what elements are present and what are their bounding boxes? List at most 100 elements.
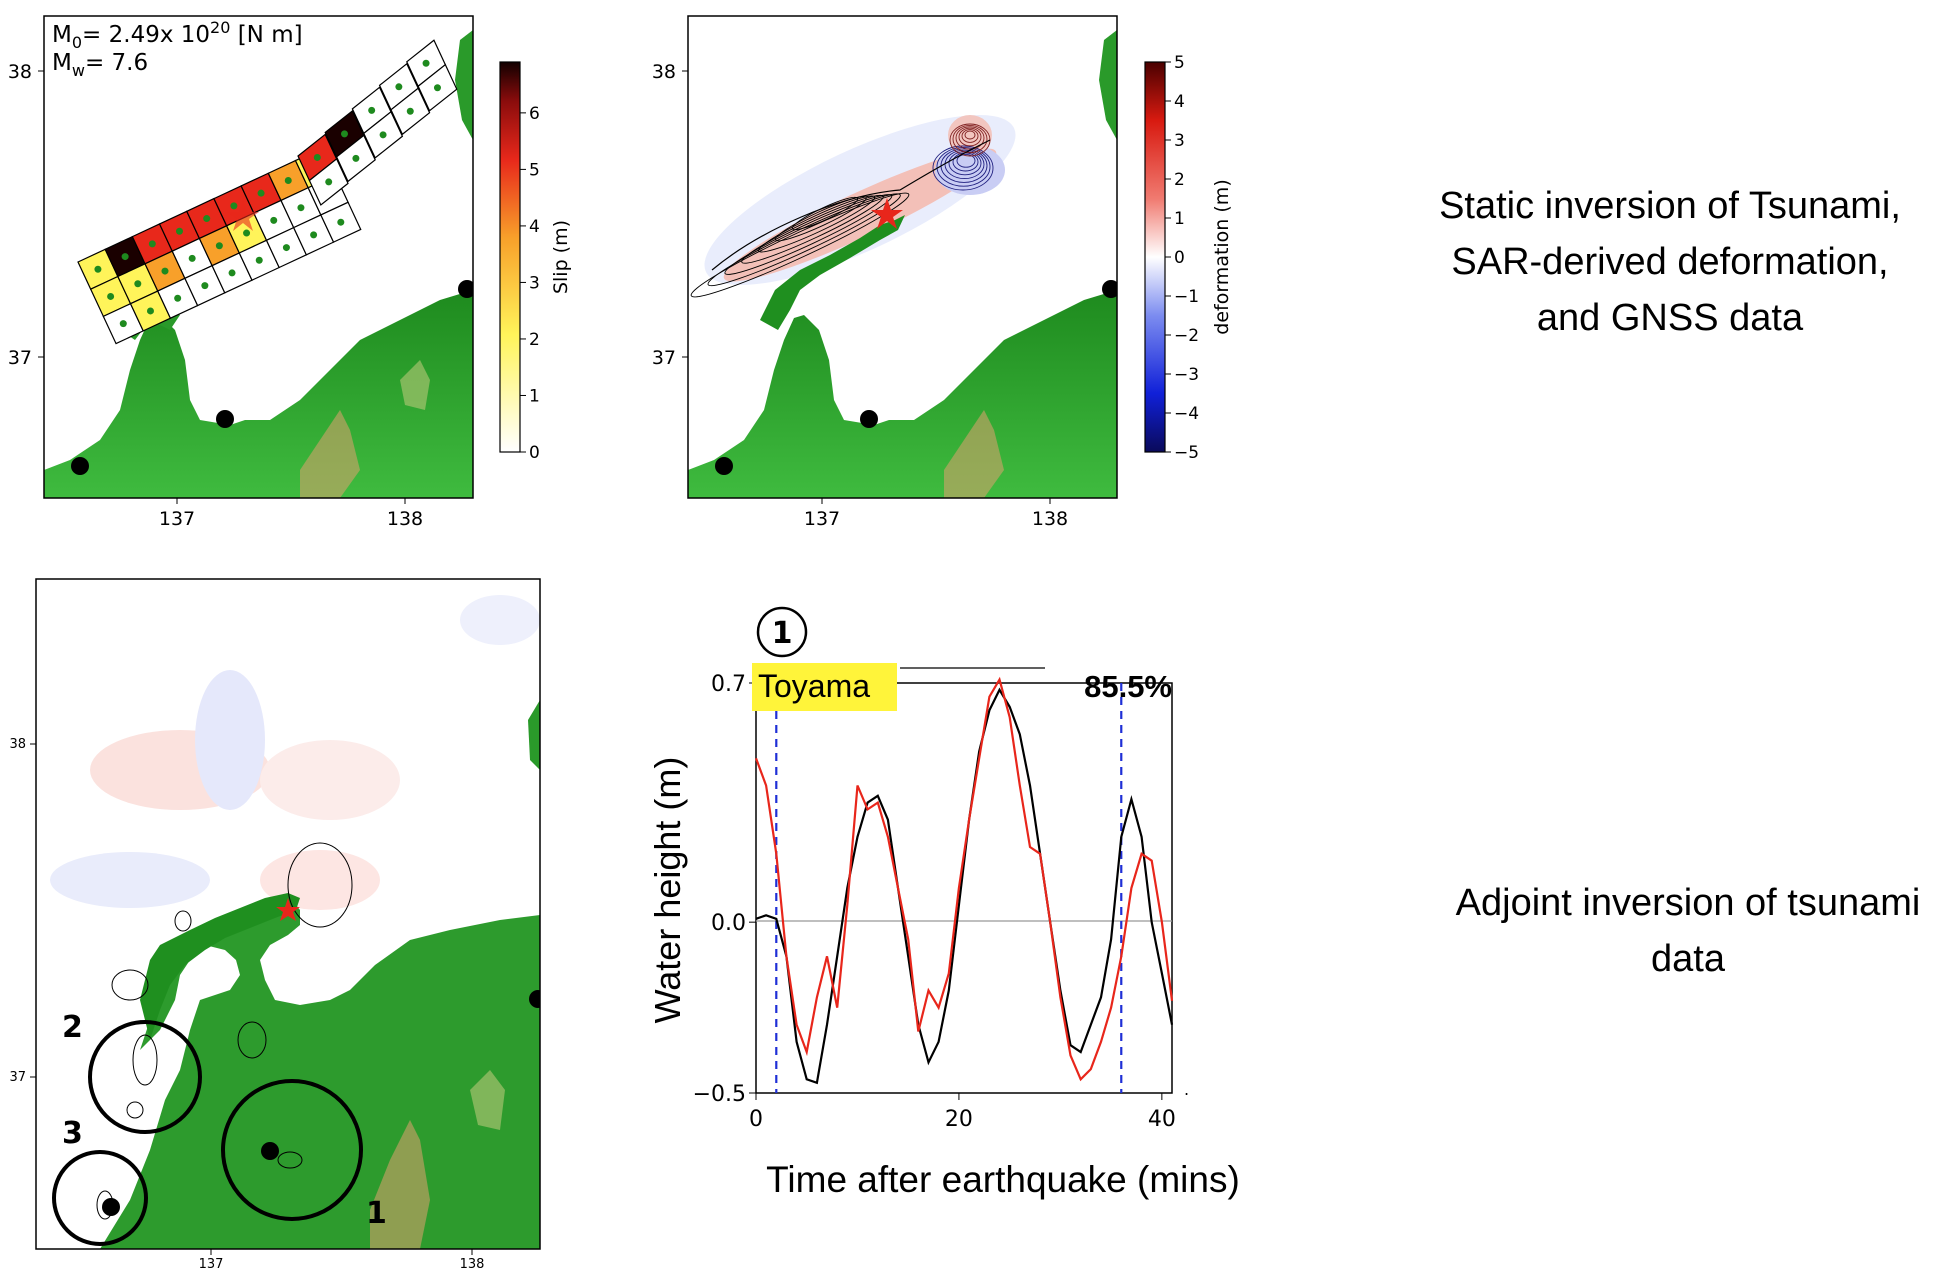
- x-tick-label: 0: [749, 1107, 763, 1132]
- station-circle-label: 2: [62, 1010, 83, 1045]
- patch-centroid: [228, 269, 236, 277]
- colorbar-tick-label: 2: [529, 330, 540, 350]
- patch-centroid: [284, 177, 292, 185]
- y-tick-label: −0.5: [693, 1082, 746, 1107]
- patch-centroid: [406, 107, 414, 115]
- slip-map-panel: M0= 2.49x 1020 [N m] Mw= 7.6 38 37 137 1…: [8, 15, 572, 530]
- patch-centroid: [337, 218, 345, 226]
- patch-centroid: [243, 229, 251, 237]
- static-inversion-caption: Static inversion of Tsunami, SAR-derived…: [1380, 178, 1960, 346]
- gnss-station-marker: [715, 457, 733, 475]
- caption-line: and GNSS data: [1536, 297, 1804, 339]
- contour-line: [724, 194, 893, 275]
- patch-centroid: [121, 253, 129, 261]
- y-tick-label: 0.0: [711, 911, 746, 936]
- station-highlight: [752, 663, 897, 711]
- colorbar-tick-label: −5: [1174, 443, 1199, 463]
- x-tick-label: 138: [387, 508, 423, 530]
- contour-line: [952, 124, 988, 154]
- patch-centroid: [297, 204, 305, 212]
- colorbar-tick-label: 5: [1174, 53, 1185, 73]
- gnss-station-marker: [216, 410, 234, 428]
- colorbar-tick-label: 1: [529, 386, 540, 406]
- patch-centroid: [230, 202, 238, 210]
- plot-frame: [755, 682, 1173, 1094]
- y-tick-label: 37: [652, 347, 676, 369]
- station-circle-label: 1: [366, 1196, 387, 1231]
- patch-centroid: [340, 130, 348, 138]
- colorbar-tick-label: 5: [529, 160, 540, 180]
- deformation-contours: [690, 123, 994, 298]
- colorbar-tick-label: 4: [1174, 92, 1185, 112]
- contour-line: [707, 193, 901, 287]
- gnss-station-marker: [529, 990, 540, 1008]
- patch-centroid: [379, 131, 387, 139]
- patch-centroid: [146, 307, 154, 315]
- epicenter-star: [227, 200, 259, 231]
- mountain-relief: [300, 410, 360, 498]
- slip-colorbar-ticks: 0 1 2 3 4 5 6: [520, 104, 540, 463]
- contour-line: [741, 194, 884, 264]
- chart-ticks: 0 20 40 0.7 0.0 −0.5: [693, 672, 1176, 1132]
- patch-centroid: [176, 227, 184, 235]
- patch-centroid: [107, 292, 115, 300]
- subsidence-region: [460, 595, 540, 645]
- x-axis-label: Time after earthquake (mins): [766, 1159, 1240, 1200]
- subsidence-region: [195, 670, 265, 810]
- colorbar-tick-label: 0: [529, 443, 540, 463]
- land-mass: [688, 290, 1117, 498]
- mountain-relief-2: [470, 1070, 505, 1130]
- black-series-line: [755, 687, 1174, 1085]
- deformation-map-panel: 38 37 137 138 5 4 3 2 1 0 −1 −2 −3 −4 −5 deformati…: [652, 15, 1233, 530]
- mountain-relief: [370, 1120, 430, 1249]
- gnss-station-marker: [261, 1142, 279, 1160]
- station-number: 1: [772, 616, 793, 651]
- y-tick-label: 0.7: [711, 672, 746, 697]
- colorbar-tick-label: 3: [1174, 131, 1185, 151]
- patch-centroid: [282, 244, 290, 252]
- patch-centroid: [257, 189, 265, 197]
- colorbar-tick-label: −1: [1174, 287, 1199, 307]
- colorbar-tick-label: 2: [1174, 170, 1185, 190]
- patch-centroid: [270, 216, 278, 224]
- patch-centroid: [119, 320, 127, 328]
- misfit-contours: [96, 842, 353, 1220]
- contour-line: [961, 129, 979, 143]
- land-north: [455, 30, 473, 140]
- patch-centroid: [352, 154, 360, 162]
- patch-centroid: [433, 84, 441, 92]
- contour-line: [711, 139, 991, 271]
- x-tick-label: 137: [199, 1257, 224, 1272]
- colorbar-tick-label: 4: [529, 217, 540, 237]
- colorbar-tick-label: −2: [1174, 326, 1199, 346]
- patch-centroid: [310, 231, 318, 239]
- x-tick-label: 137: [804, 508, 840, 530]
- red-series-line: [754, 676, 1174, 1082]
- contour-line: [936, 146, 991, 187]
- deformation-colorbar: [1144, 61, 1166, 453]
- deformation-colorbar-ticks: 5 4 3 2 1 0 −1 −2 −3 −4 −5: [1165, 53, 1199, 463]
- colorbar-tick-label: 1: [1174, 209, 1185, 229]
- mountain-relief-2: [400, 360, 430, 410]
- fit-percent: 85.5%: [1084, 669, 1172, 704]
- mw-label: Mw= 7.6: [52, 50, 148, 80]
- epicenter-star: [871, 198, 903, 229]
- x-tick-label: 20: [945, 1107, 973, 1132]
- patch-centroid: [174, 294, 182, 302]
- colorbar-tick-label: −4: [1174, 404, 1199, 424]
- caption-line: Static inversion of Tsunami,: [1439, 185, 1901, 227]
- station-name: Toyama: [758, 668, 870, 704]
- land-north: [528, 700, 540, 770]
- epicenter-star: [276, 898, 300, 921]
- land-mass: [44, 290, 473, 498]
- colorbar-tick-label: 0: [1174, 248, 1185, 268]
- patch-centroid: [94, 265, 102, 273]
- deformation-colorbar-label: deformation (m): [1211, 179, 1233, 334]
- station-circle-label: 3: [62, 1116, 83, 1151]
- patch-centroid: [161, 267, 169, 275]
- patch-centroid: [422, 59, 430, 67]
- y-axis-label: Water height (m): [647, 757, 688, 1024]
- station-number-circle: [756, 606, 808, 658]
- contour-line: [958, 127, 982, 147]
